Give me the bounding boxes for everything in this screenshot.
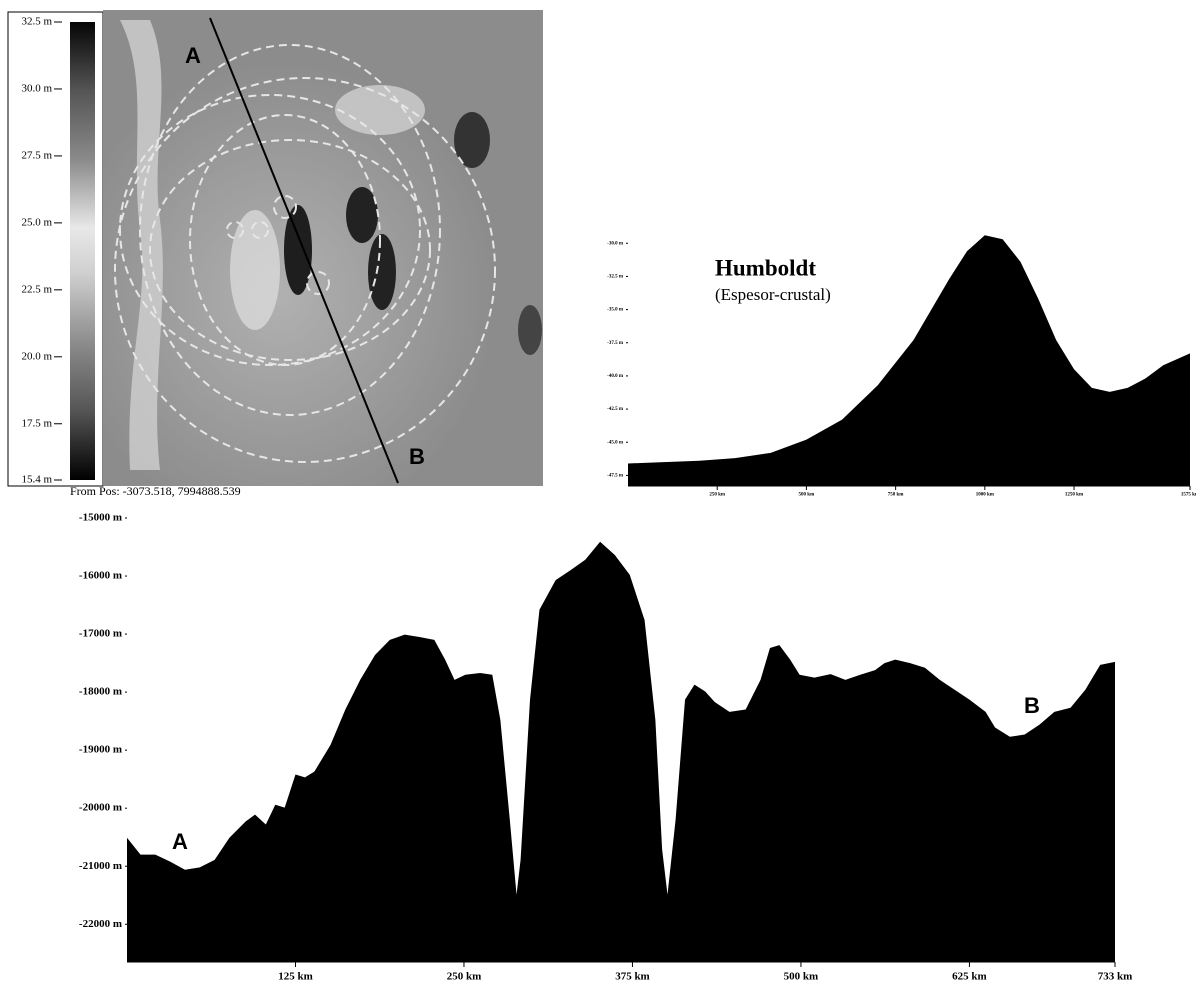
page: A B From Pos: -3073.518, 7994888.539 Hum…	[0, 0, 1196, 984]
position-readout: From Pos: -3073.518, 7994888.539	[70, 484, 241, 498]
colorbar-tick-label: 20.0 m	[21, 350, 52, 362]
x-tick-label: 500 km	[784, 970, 819, 982]
map	[103, 10, 543, 486]
y-tick-label: -21000 m	[79, 860, 122, 872]
chart-title: Humboldt	[715, 255, 816, 280]
profile-area	[127, 542, 1115, 962]
y-tick-label: -30.0 m	[607, 241, 624, 246]
y-tick-label: -17000 m	[79, 628, 122, 640]
colorbar-tick-label: 32.5 m	[21, 16, 52, 28]
y-tick-label: -16000 m	[79, 570, 122, 582]
colorbar-tick-label: 27.5 m	[21, 149, 52, 161]
y-tick-label: -37.5 m	[607, 341, 624, 346]
x-tick-label: 250 km	[447, 970, 482, 982]
y-tick-label: -18000 m	[79, 686, 122, 698]
x-tick-label: 250 km	[709, 493, 726, 498]
y-tick-label: -32.5 m	[607, 275, 624, 280]
x-tick-label: 500 km	[799, 493, 816, 498]
x-tick-label: 625 km	[952, 970, 987, 982]
x-tick-label: 1575 km	[1181, 493, 1196, 498]
y-tick-label: -22000 m	[79, 918, 122, 930]
profile-label-a: A	[172, 829, 188, 854]
figure: A B From Pos: -3073.518, 7994888.539 Hum…	[0, 0, 1196, 984]
y-tick-label: -45.0 m	[607, 440, 624, 445]
colorbar-tick-label: 15.4 m	[21, 474, 52, 486]
y-tick-label: -42.5 m	[607, 407, 624, 412]
colorbar-tick-label: 30.0 m	[21, 82, 52, 94]
profile-area	[628, 235, 1190, 486]
y-tick-label: -19000 m	[79, 744, 122, 756]
colorbar	[70, 22, 95, 480]
y-tick-label: -40.0 m	[607, 374, 624, 379]
colorbar-tick-label: 17.5 m	[21, 417, 52, 429]
colorbar-tick-label: 22.5 m	[21, 283, 52, 295]
x-tick-label: 375 km	[615, 970, 650, 982]
map-label-b: B	[409, 444, 425, 469]
y-tick-label: -20000 m	[79, 802, 122, 814]
colorbar-tick-label: 25.0 m	[21, 216, 52, 228]
y-tick-label: -15000 m	[79, 512, 122, 524]
x-tick-label: 733 km	[1098, 970, 1133, 982]
x-tick-label: 1250 km	[1065, 493, 1084, 498]
profile-label-b: B	[1024, 693, 1040, 718]
x-tick-label: 125 km	[278, 970, 313, 982]
x-tick-label: 750 km	[888, 493, 905, 498]
y-tick-label: -47.5 m	[607, 474, 624, 479]
chart-subtitle: (Espesor-crustal)	[715, 285, 831, 304]
map-label-a: A	[185, 43, 201, 68]
x-tick-label: 1000 km	[976, 493, 995, 498]
y-tick-label: -35.0 m	[607, 308, 624, 313]
